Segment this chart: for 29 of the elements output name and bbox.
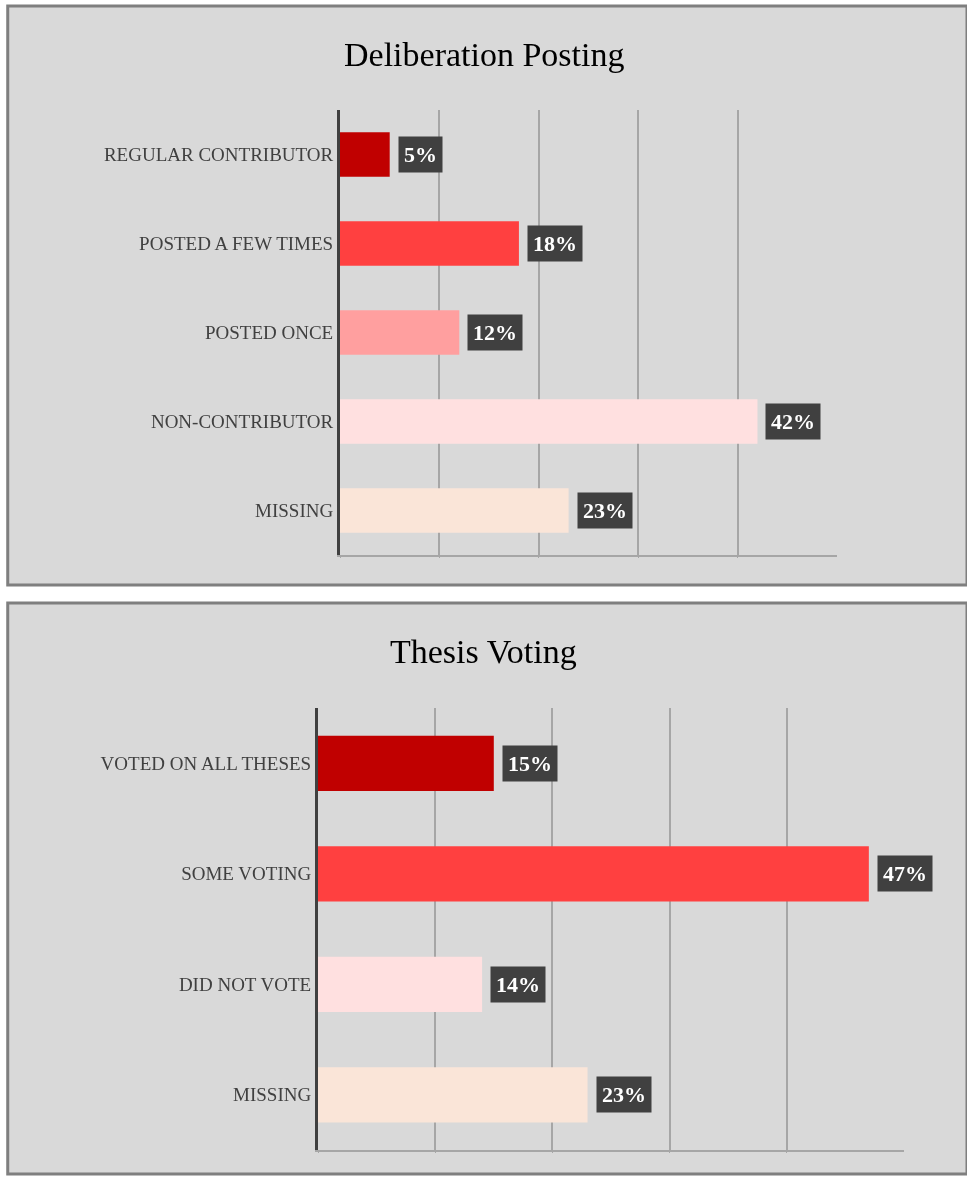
data-label: 18%	[533, 231, 577, 256]
y-tick-label: NON-CONTRIBUTOR	[150, 411, 334, 433]
chart-title: Deliberation Posting	[344, 36, 625, 73]
bar	[340, 132, 390, 177]
bar	[340, 310, 460, 355]
y-tick-label: POSTED A FEW TIMES	[139, 233, 334, 255]
y-tick-label: MISSING	[233, 1084, 312, 1106]
data-label: 23%	[602, 1082, 646, 1107]
y-tick-label: DID NOT VOTE	[178, 973, 312, 995]
data-label: 23%	[583, 498, 627, 523]
y-tick-label: VOTED ON ALL THESES	[100, 752, 312, 774]
bar	[318, 735, 494, 791]
y-tick-label: MISSING	[255, 500, 334, 522]
bar	[318, 1067, 588, 1123]
data-label: 42%	[771, 409, 815, 434]
bar	[318, 956, 483, 1012]
data-label: 47%	[883, 861, 927, 886]
data-label: 12%	[473, 320, 517, 345]
y-tick-label: POSTED ONCE	[204, 322, 334, 344]
data-label: 5%	[404, 142, 437, 167]
chart-title: Thesis Voting	[390, 633, 577, 670]
bar	[340, 399, 758, 444]
y-tick-label: REGULAR CONTRIBUTOR	[103, 144, 334, 166]
data-label: 15%	[508, 751, 552, 776]
data-label: 14%	[496, 972, 540, 997]
bar	[318, 846, 869, 902]
bar	[340, 488, 569, 533]
y-tick-label: SOME VOTING	[181, 863, 312, 885]
bar	[340, 221, 519, 266]
